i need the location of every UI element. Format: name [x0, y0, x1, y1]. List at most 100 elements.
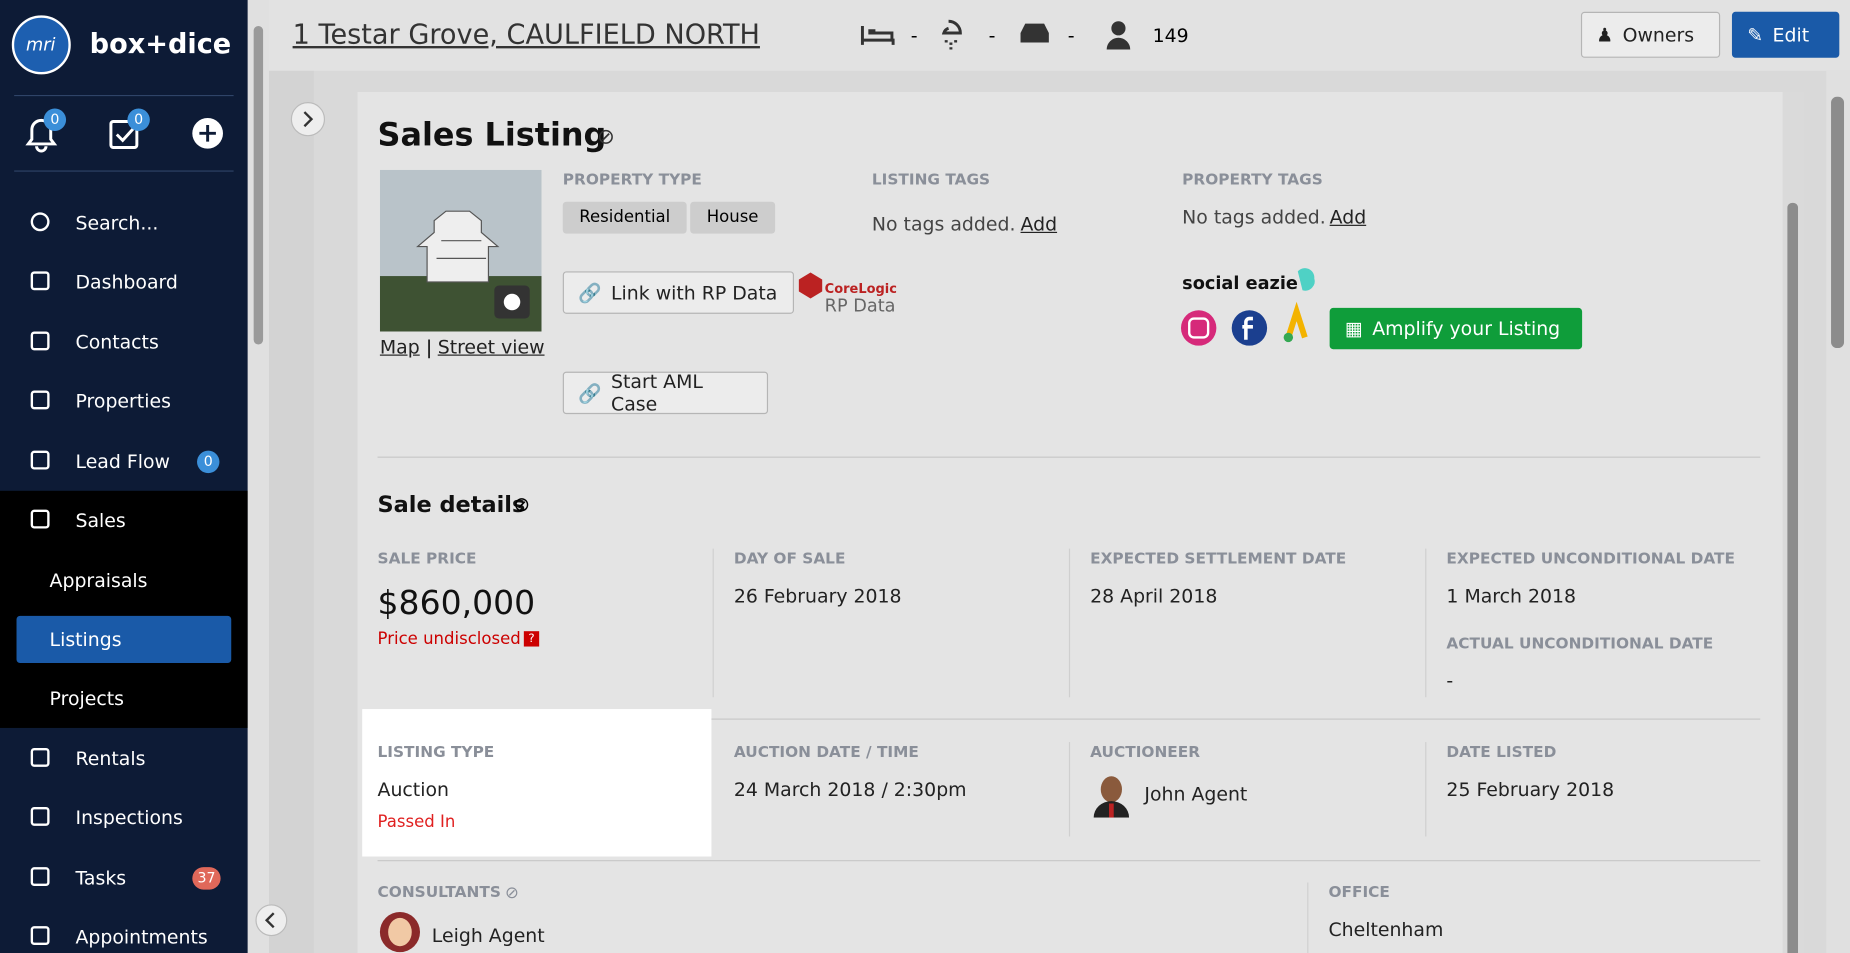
tasks-badge: 0 — [127, 108, 150, 131]
start-aml-label: Start AML Case — [611, 370, 703, 416]
beds: - — [910, 24, 918, 47]
field-label: AUCTIONEER — [1090, 743, 1201, 762]
sidebar: mri box+dice 0 0 Search... Dashboard Conta… — [0, 0, 248, 953]
title-edit-icon[interactable]: ⊘ — [596, 124, 615, 150]
owners-label: Owners — [1622, 23, 1695, 47]
nav-item[interactable]: Appointments — [75, 925, 208, 948]
link-icon: 🔗 — [578, 381, 602, 405]
nav-icon — [30, 212, 50, 232]
listing-type-note: Passed In — [377, 812, 456, 832]
sale-details-edit-icon[interactable]: ⊘ — [513, 493, 531, 517]
social-icons — [1180, 268, 1315, 346]
property-type-tag: House — [690, 201, 775, 234]
property-tags-empty: No tags added. — [1182, 205, 1326, 229]
nav-item[interactable]: Listings — [49, 628, 122, 651]
baths: - — [988, 24, 996, 47]
bed-icon — [860, 25, 895, 45]
sale-price: $860,000 — [377, 583, 536, 623]
map-link[interactable]: Map — [379, 335, 420, 359]
field-value: Leigh Agent — [431, 924, 545, 947]
price-note-icon[interactable]: ? — [523, 631, 540, 647]
column-divider — [1425, 548, 1427, 698]
link-rp-label: Link with RP Data — [611, 281, 778, 304]
scroll-thumb[interactable] — [253, 25, 264, 345]
column-divider — [1068, 742, 1071, 837]
property-tags-label: PROPERTY TAGS — [1182, 171, 1323, 190]
field-label: AUCTION DATE / TIME — [733, 743, 919, 762]
nav-item[interactable]: Sales — [75, 509, 126, 532]
nav-item[interactable]: Tasks — [75, 866, 127, 889]
expand-button[interactable] — [290, 101, 326, 137]
field-value: - — [1446, 669, 1454, 692]
edit-label: Edit — [1772, 23, 1810, 47]
property-tags-add[interactable]: Add — [1329, 205, 1367, 229]
address[interactable]: 1 Testar Grove, CAULFIELD NORTH — [292, 20, 760, 51]
consultants-edit-icon[interactable]: ⊘ — [504, 883, 519, 903]
sales-section-bg — [0, 490, 248, 728]
nav-icon — [30, 450, 50, 470]
nav-icon — [30, 926, 50, 946]
field-label: OFFICE — [1328, 884, 1390, 902]
field-value: John Agent — [1144, 782, 1248, 806]
nav-item[interactable]: Appraisals — [49, 569, 148, 592]
owners-button[interactable]: ♟ Owners — [1580, 11, 1721, 58]
price-note: Price undisclosed — [377, 630, 521, 649]
field-value: Cheltenham — [1328, 918, 1444, 941]
header-icons — [860, 19, 1131, 50]
social-eazie: social eazie — [1182, 272, 1298, 294]
people-icon-body — [1106, 37, 1131, 50]
listing-tags-empty: No tags added. — [871, 212, 1016, 236]
column-divider — [1425, 742, 1427, 837]
card-scrollbar — [1782, 92, 1804, 953]
card-scroll-thumb[interactable] — [1787, 202, 1799, 953]
field-value: 24 March 2018 / 2:30pm — [733, 778, 967, 801]
field-value: 26 February 2018 — [733, 584, 902, 608]
corelogic-icon — [798, 272, 823, 299]
collapse-button[interactable] — [254, 903, 289, 938]
check — [115, 127, 135, 143]
street-view-link[interactable]: Street view — [437, 335, 545, 359]
column-divider — [1068, 548, 1071, 698]
nav-icon — [30, 390, 50, 410]
listings-highlight[interactable] — [16, 615, 232, 664]
nav-icon — [30, 867, 50, 887]
owner-icon: ♟ — [1596, 23, 1614, 47]
cars: - — [1067, 24, 1075, 47]
nav-item[interactable]: Lead Flow — [75, 450, 170, 473]
edit-button[interactable]: ✎ Edit — [1731, 11, 1840, 58]
nav-icon — [30, 331, 50, 351]
divider — [377, 860, 1761, 862]
listing-title: Sales Listing — [377, 117, 607, 154]
nav-item[interactable]: Search... — [75, 211, 159, 235]
tasks-icon[interactable] — [109, 120, 139, 149]
link-icon: 🔗 — [578, 281, 602, 304]
start-aml-button[interactable]: 🔗 Start AML Case — [562, 370, 769, 416]
field-label: SALE PRICE — [377, 550, 477, 569]
amplify-button[interactable]: ▦ Amplify your Listing — [1329, 307, 1583, 350]
listing-tags-add[interactable]: Add — [1020, 212, 1058, 236]
field-label: DATE LISTED — [1446, 743, 1557, 762]
nav-item[interactable]: Rentals — [75, 747, 146, 770]
nav-item[interactable]: Contacts — [75, 330, 159, 354]
column-divider — [712, 548, 714, 698]
link-rp-button[interactable]: 🔗 Link with RP Data — [562, 271, 795, 314]
nav-item[interactable]: Properties — [75, 389, 171, 413]
plus — [199, 125, 216, 142]
nav-item[interactable]: Inspections — [75, 806, 183, 829]
field-value: 28 April 2018 — [1090, 584, 1218, 608]
nav-badge: 0 — [197, 450, 220, 474]
main-scroll-thumb[interactable] — [1831, 96, 1845, 349]
nav-item[interactable]: Projects — [49, 687, 124, 710]
property-photo[interactable] — [379, 169, 542, 332]
nav-badge: 37 — [192, 867, 221, 890]
auctioneer-avatar — [1093, 776, 1130, 818]
nav-item[interactable]: Dashboard — [75, 270, 178, 294]
field-label: EXPECTED UNCONDITIONAL DATE — [1446, 550, 1735, 569]
car-icon — [1020, 23, 1049, 43]
sidebar-scrollbar — [247, 0, 269, 953]
nav-icon — [30, 509, 50, 529]
shower-icon — [941, 19, 962, 50]
nav-icon — [30, 806, 50, 826]
